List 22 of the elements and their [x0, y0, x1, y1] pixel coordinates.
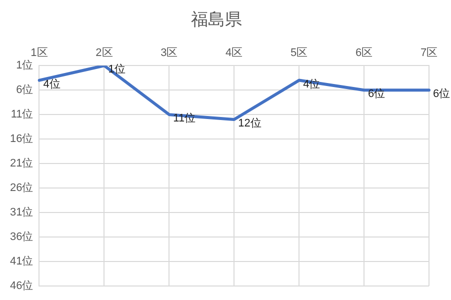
y-tick-label: 11位 — [10, 108, 34, 121]
x-tick-label: 1区 — [30, 47, 48, 60]
y-tick-label: 41位 — [10, 256, 34, 268]
y-tick-label: 1位 — [16, 60, 34, 72]
x-tick-label: 6区 — [355, 47, 373, 60]
x-tick-label: 5区 — [290, 47, 308, 60]
y-tick-label: 46位 — [10, 280, 34, 292]
y-tick-label: 21位 — [10, 158, 34, 170]
data-label: 4位 — [43, 78, 60, 90]
y-tick-label: 6位 — [16, 84, 34, 96]
y-tick-label: 36位 — [10, 231, 34, 244]
data-label: 6位 — [433, 88, 450, 100]
x-tick-label: 7区 — [420, 47, 438, 60]
data-label: 6位 — [368, 88, 386, 100]
x-tick-label: 3区 — [160, 47, 178, 60]
y-tick-label: 16位 — [10, 133, 34, 146]
data-label: 12位 — [238, 118, 262, 130]
y-tick-label: 31位 — [10, 206, 34, 219]
chart-title: 福島県 — [191, 10, 242, 29]
x-tick-label: 2区 — [96, 47, 113, 60]
y-tick-label: 26位 — [10, 182, 34, 194]
x-tick-label: 4区 — [226, 47, 243, 60]
